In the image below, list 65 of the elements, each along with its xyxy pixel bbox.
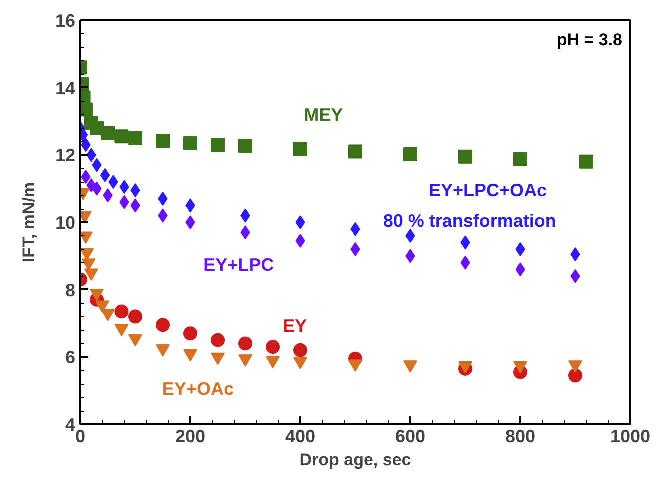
point: [156, 344, 170, 357]
point: [211, 333, 225, 348]
point: [348, 144, 362, 159]
point: [294, 343, 308, 358]
point: [114, 130, 129, 144]
point: [101, 126, 115, 140]
point: [128, 310, 142, 324]
x-tick-label: 400: [285, 426, 316, 446]
point: [348, 360, 362, 372]
point: [101, 309, 115, 322]
point: [404, 147, 418, 162]
point: [296, 216, 306, 230]
point: [458, 150, 472, 164]
x-tick-label: 1000: [610, 426, 651, 446]
y-axis-title: IFT, mN/m: [19, 182, 38, 263]
point: [294, 142, 308, 156]
point: [404, 360, 418, 373]
point: [114, 304, 129, 319]
point: [80, 248, 94, 261]
point: [238, 354, 252, 367]
point: [266, 340, 280, 354]
point: [184, 326, 198, 341]
point: [580, 154, 594, 169]
series-label: EY: [282, 316, 308, 336]
point: [211, 352, 225, 366]
point: [128, 334, 142, 347]
x-axis-title: Drop age, sec: [300, 450, 412, 470]
series-label: MEY: [304, 104, 344, 125]
series-label: EY+LPC+OAc 80 % transformation: [383, 180, 556, 231]
x-tick-label: 800: [505, 426, 536, 446]
point: [82, 258, 96, 271]
point: [114, 324, 129, 337]
y-tick-label: 10: [55, 213, 76, 233]
y-tick-label: 14: [55, 78, 76, 98]
x-tick-label: 0: [75, 426, 86, 446]
y-tick-label: 8: [65, 280, 76, 300]
point: [184, 350, 198, 362]
point: [128, 131, 142, 146]
y-tick-label: 6: [65, 348, 76, 368]
point: [84, 268, 98, 282]
point: [90, 288, 104, 302]
point: [186, 216, 196, 230]
point: [211, 138, 225, 152]
point: [80, 232, 93, 244]
point: [238, 336, 252, 351]
y-tick-label: 16: [55, 11, 76, 31]
point: [514, 361, 528, 374]
series-label: EY+OAc: [162, 379, 234, 400]
point: [514, 152, 528, 166]
point: [96, 300, 110, 313]
point: [184, 136, 198, 150]
point: [568, 360, 582, 373]
point: [568, 368, 582, 383]
point: [100, 168, 110, 182]
point: [238, 139, 252, 154]
point: [266, 356, 280, 369]
annotation: pH = 3.8: [556, 30, 623, 50]
point: [156, 318, 170, 332]
point: [294, 357, 308, 370]
y-tick-label: 12: [55, 146, 76, 166]
y-tick-label: 4: [65, 415, 76, 435]
x-tick-label: 600: [395, 426, 426, 446]
point: [156, 134, 170, 148]
x-tick-label: 200: [175, 426, 206, 446]
series-label: EY+LPC: [204, 254, 274, 275]
